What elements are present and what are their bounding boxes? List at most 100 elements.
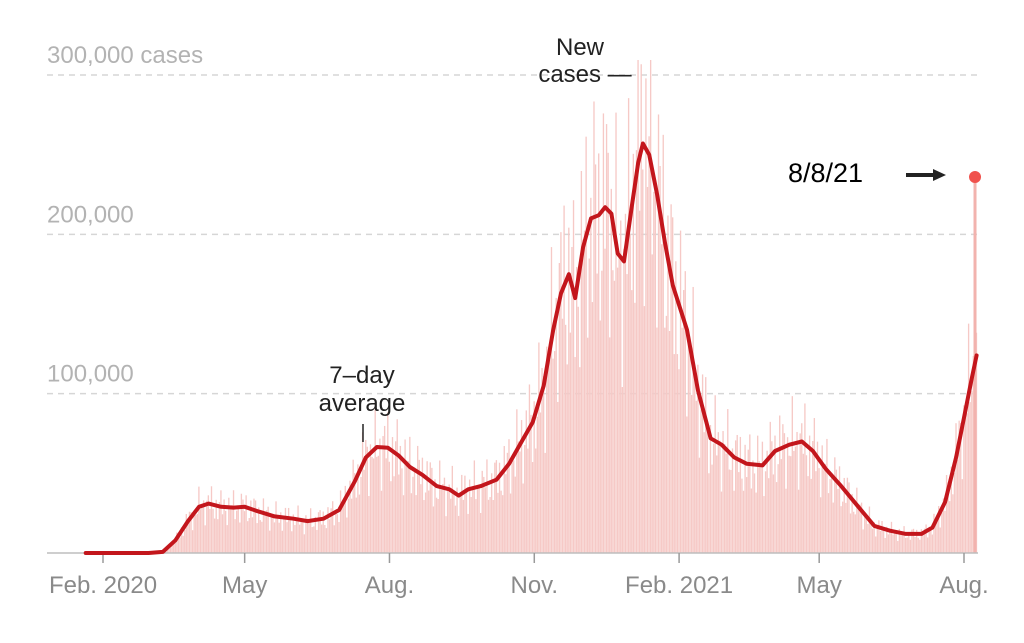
daily-bar	[771, 441, 773, 553]
daily-bar	[346, 517, 348, 553]
daily-bar	[250, 500, 252, 553]
daily-bar	[601, 270, 603, 553]
daily-bar	[454, 505, 457, 553]
daily-bar	[728, 469, 731, 553]
daily-bar	[514, 476, 516, 553]
daily-bar	[198, 486, 200, 553]
daily-bar	[709, 425, 712, 553]
daily-bar	[807, 476, 809, 553]
daily-bar	[354, 473, 356, 553]
daily-bar	[860, 502, 863, 553]
daily-bar	[609, 337, 611, 553]
daily-bar	[813, 418, 816, 553]
daily-bar	[947, 482, 949, 553]
daily-bar	[248, 518, 250, 553]
daily-bar	[594, 164, 597, 554]
daily-bar	[687, 339, 690, 553]
daily-bar	[692, 286, 694, 553]
daily-bar	[361, 432, 364, 553]
daily-bar	[309, 508, 312, 553]
daily-bar	[649, 60, 652, 553]
daily-bar	[758, 461, 760, 553]
daily-bar	[415, 495, 417, 553]
gridlines	[47, 74, 978, 395]
daily-bar	[184, 529, 186, 553]
daily-bar	[838, 466, 841, 553]
daily-bar	[484, 487, 487, 553]
daily-bar	[385, 458, 387, 553]
new-cases-annotation-line2: cases —	[538, 61, 631, 88]
daily-bar	[672, 217, 674, 553]
daily-bar	[719, 440, 721, 553]
daily-bar	[960, 422, 962, 553]
daily-bar	[596, 273, 598, 553]
daily-bar	[775, 482, 778, 553]
daily-bar	[668, 330, 671, 553]
daily-bar	[437, 499, 439, 553]
daily-bar	[591, 302, 594, 553]
daily-bar	[553, 351, 556, 553]
daily-bar	[942, 498, 945, 553]
daily-bar	[568, 227, 570, 553]
y-tick-label-2: 100,000	[47, 361, 134, 388]
daily-bar	[783, 433, 786, 553]
daily-bar	[653, 191, 655, 553]
daily-bar	[377, 455, 380, 553]
daily-bar	[313, 526, 315, 553]
daily-bar	[834, 457, 836, 553]
daily-bar	[547, 359, 550, 553]
daily-bar	[245, 495, 247, 553]
daily-bar	[549, 360, 551, 553]
daily-bar	[745, 477, 748, 553]
daily-bar	[564, 324, 567, 553]
daily-bar	[237, 506, 239, 553]
daily-bar	[503, 446, 505, 553]
daily-bar	[818, 468, 820, 553]
daily-bar	[487, 499, 490, 553]
daily-bar	[542, 376, 545, 553]
daily-bar	[264, 514, 266, 553]
daily-bar	[173, 540, 175, 553]
daily-bar	[660, 244, 663, 553]
daily-bar	[528, 384, 531, 553]
daily-bar	[623, 249, 625, 554]
daily-bar	[882, 528, 885, 553]
daily-bar	[561, 318, 564, 553]
daily-bar	[332, 501, 334, 553]
daily-bar	[853, 511, 855, 553]
daily-bar	[201, 507, 203, 553]
daily-bar	[760, 464, 762, 553]
daily-bar	[349, 480, 351, 553]
daily-bar	[744, 444, 746, 553]
daily-bar	[749, 434, 751, 553]
daily-bar	[612, 270, 614, 553]
daily-bar	[634, 302, 636, 553]
daily-bar	[190, 512, 192, 553]
daily-bar	[971, 391, 973, 553]
daily-bar	[665, 315, 668, 553]
x-tick-label-4: Feb. 2021	[625, 572, 733, 599]
daily-bar	[459, 493, 461, 553]
daily-bar	[797, 489, 800, 553]
daily-bar	[557, 401, 559, 553]
daily-bar	[837, 489, 839, 553]
daily-bar	[527, 448, 529, 553]
daily-bar	[849, 513, 852, 553]
daily-bar	[226, 525, 228, 553]
daily-bar	[637, 60, 639, 553]
daily-bar	[481, 470, 483, 553]
daily-bar	[328, 519, 331, 553]
daily-bar	[536, 416, 538, 553]
daily-bar	[461, 474, 463, 553]
daily-bar	[664, 327, 666, 553]
daily-bar	[316, 529, 318, 553]
daily-bar	[862, 529, 864, 553]
seven-day-average-line	[83, 141, 979, 555]
daily-bar	[588, 258, 590, 553]
daily-bar	[495, 460, 498, 553]
daily-bar	[270, 515, 272, 553]
daily-bar	[686, 416, 688, 553]
daily-bar	[931, 534, 934, 553]
daily-bar	[531, 462, 534, 553]
